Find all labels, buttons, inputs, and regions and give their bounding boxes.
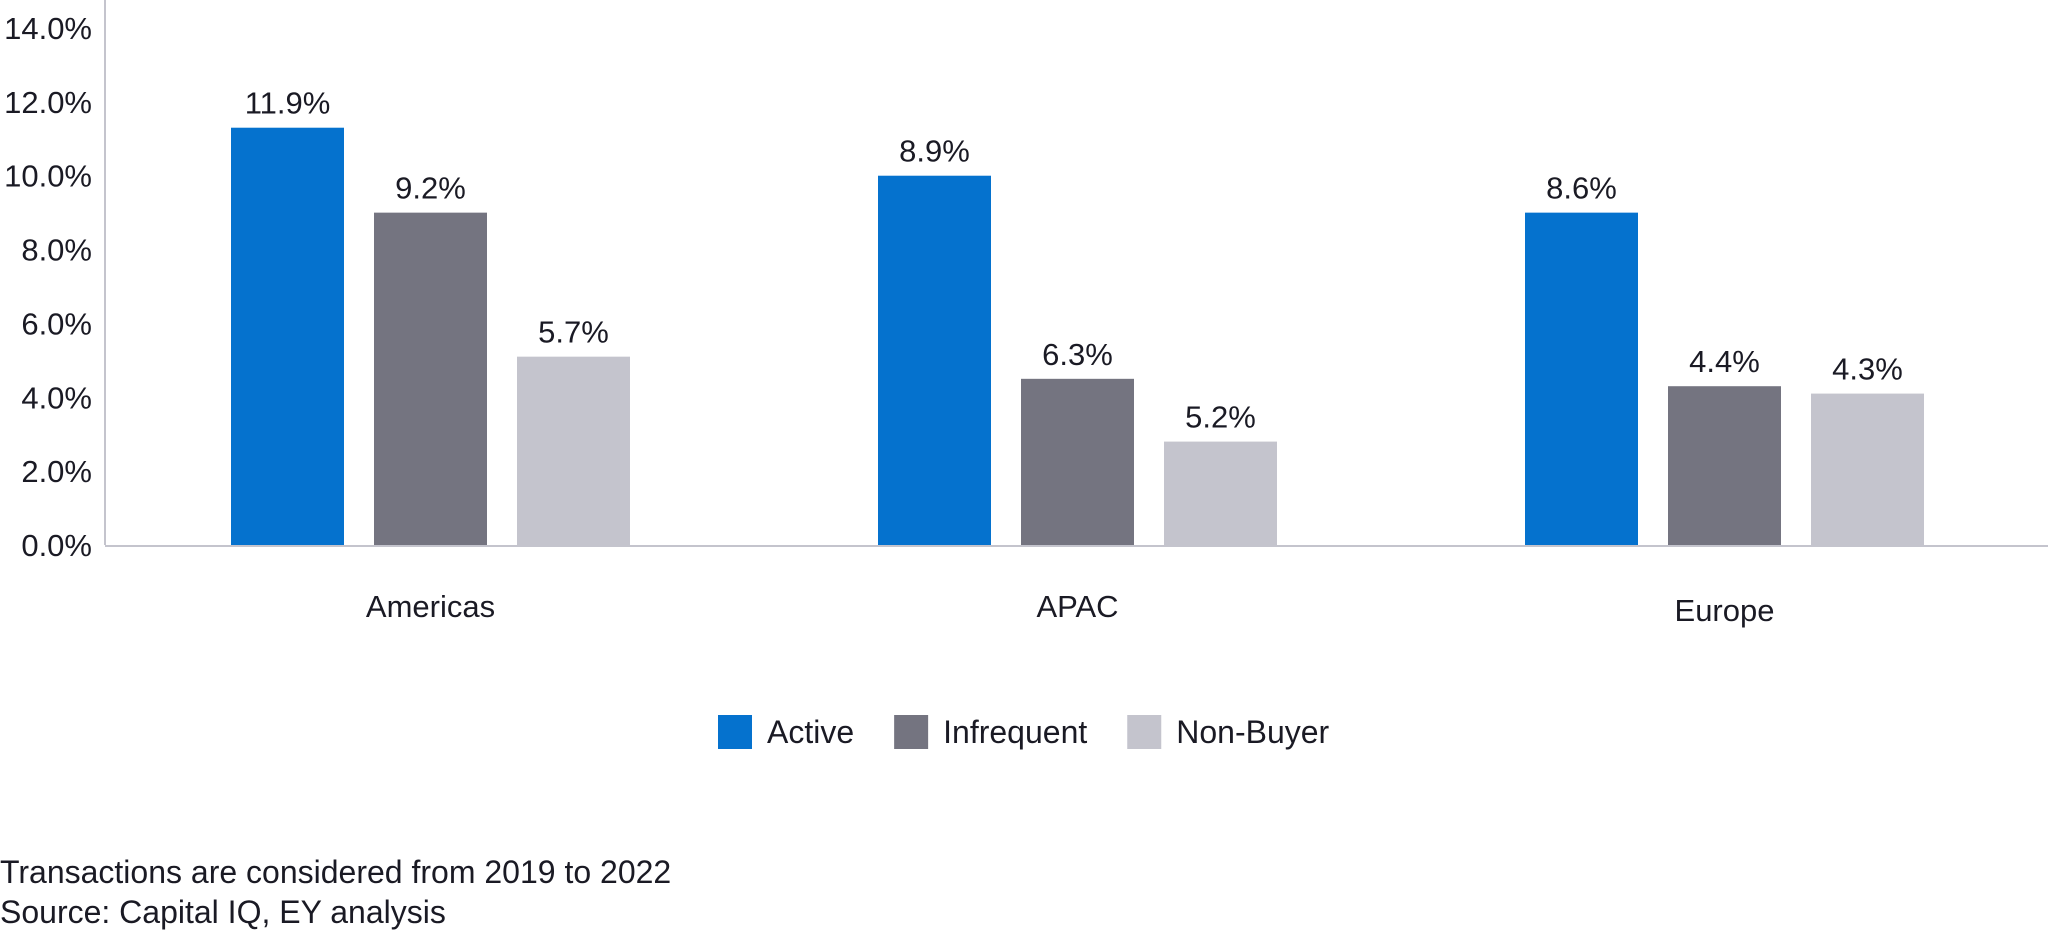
data-label: 9.2% — [395, 171, 466, 206]
legend-label-active: Active — [767, 714, 854, 750]
bar-infrequent-americas — [374, 212, 487, 545]
data-label: 5.2% — [1185, 400, 1256, 435]
bar-active-europe — [1525, 212, 1638, 545]
y-tick-label: 2.0% — [21, 454, 92, 489]
y-tick-label: 4.0% — [21, 380, 92, 415]
legend-item-infrequent: Infrequent — [894, 714, 1087, 750]
data-label: 8.9% — [899, 134, 970, 169]
bar-non-buyer-europe — [1811, 393, 1924, 545]
y-tick-label: 12.0% — [4, 85, 92, 120]
bar-infrequent-apac — [1021, 378, 1134, 545]
y-tick-label: 14.0% — [4, 11, 92, 46]
x-axis: Americas APAC Europe — [105, 545, 2048, 628]
legend-label-non-buyer: Non-Buyer — [1176, 714, 1329, 750]
data-label: 11.9% — [245, 86, 331, 121]
legend-swatch-non-buyer — [1127, 715, 1162, 749]
bar-active-apac — [878, 175, 991, 545]
category-label-europe: Europe — [1675, 593, 1775, 628]
legend: Active Infrequent Non-Buyer — [718, 714, 1330, 750]
bar-non-buyer-americas — [517, 356, 630, 545]
data-label: 5.7% — [538, 315, 609, 350]
legend-swatch-infrequent — [894, 715, 929, 749]
bars — [231, 127, 1924, 545]
bar-non-buyer-apac — [1164, 441, 1277, 545]
legend-swatch-active — [718, 715, 752, 749]
y-tick-label: 8.0% — [21, 233, 92, 268]
category-label-americas: Americas — [366, 589, 495, 624]
data-labels: 11.9% 9.2% 5.7% 8.9% 6.3% 5.2% 8.6% 4.4% 4.3% — [245, 86, 1903, 435]
bar-active-americas — [231, 127, 344, 545]
data-label: 4.3% — [1832, 352, 1903, 387]
footnote-period: Transactions are considered from 2019 to… — [0, 854, 672, 890]
footnotes: Transactions are considered from 2019 to… — [0, 852, 671, 932]
footnote-source: Source: Capital IQ, EY analysis — [0, 894, 446, 930]
legend-label-infrequent: Infrequent — [943, 714, 1087, 750]
data-label: 8.6% — [1546, 171, 1617, 206]
y-axis: 0.0% 2.0% 4.0% 6.0% 8.0% 10.0% 12.0% 14.0% — [4, 0, 106, 563]
y-tick-label: 6.0% — [21, 306, 92, 341]
y-tick-label: 0.0% — [21, 528, 92, 563]
legend-item-active: Active — [718, 714, 854, 750]
data-label: 4.4% — [1689, 344, 1760, 379]
legend-item-non-buyer: Non-Buyer — [1127, 714, 1330, 750]
y-tick-label: 10.0% — [4, 159, 92, 194]
category-label-apac: APAC — [1036, 589, 1118, 624]
data-label: 6.3% — [1042, 337, 1113, 372]
bar-infrequent-europe — [1668, 386, 1781, 545]
